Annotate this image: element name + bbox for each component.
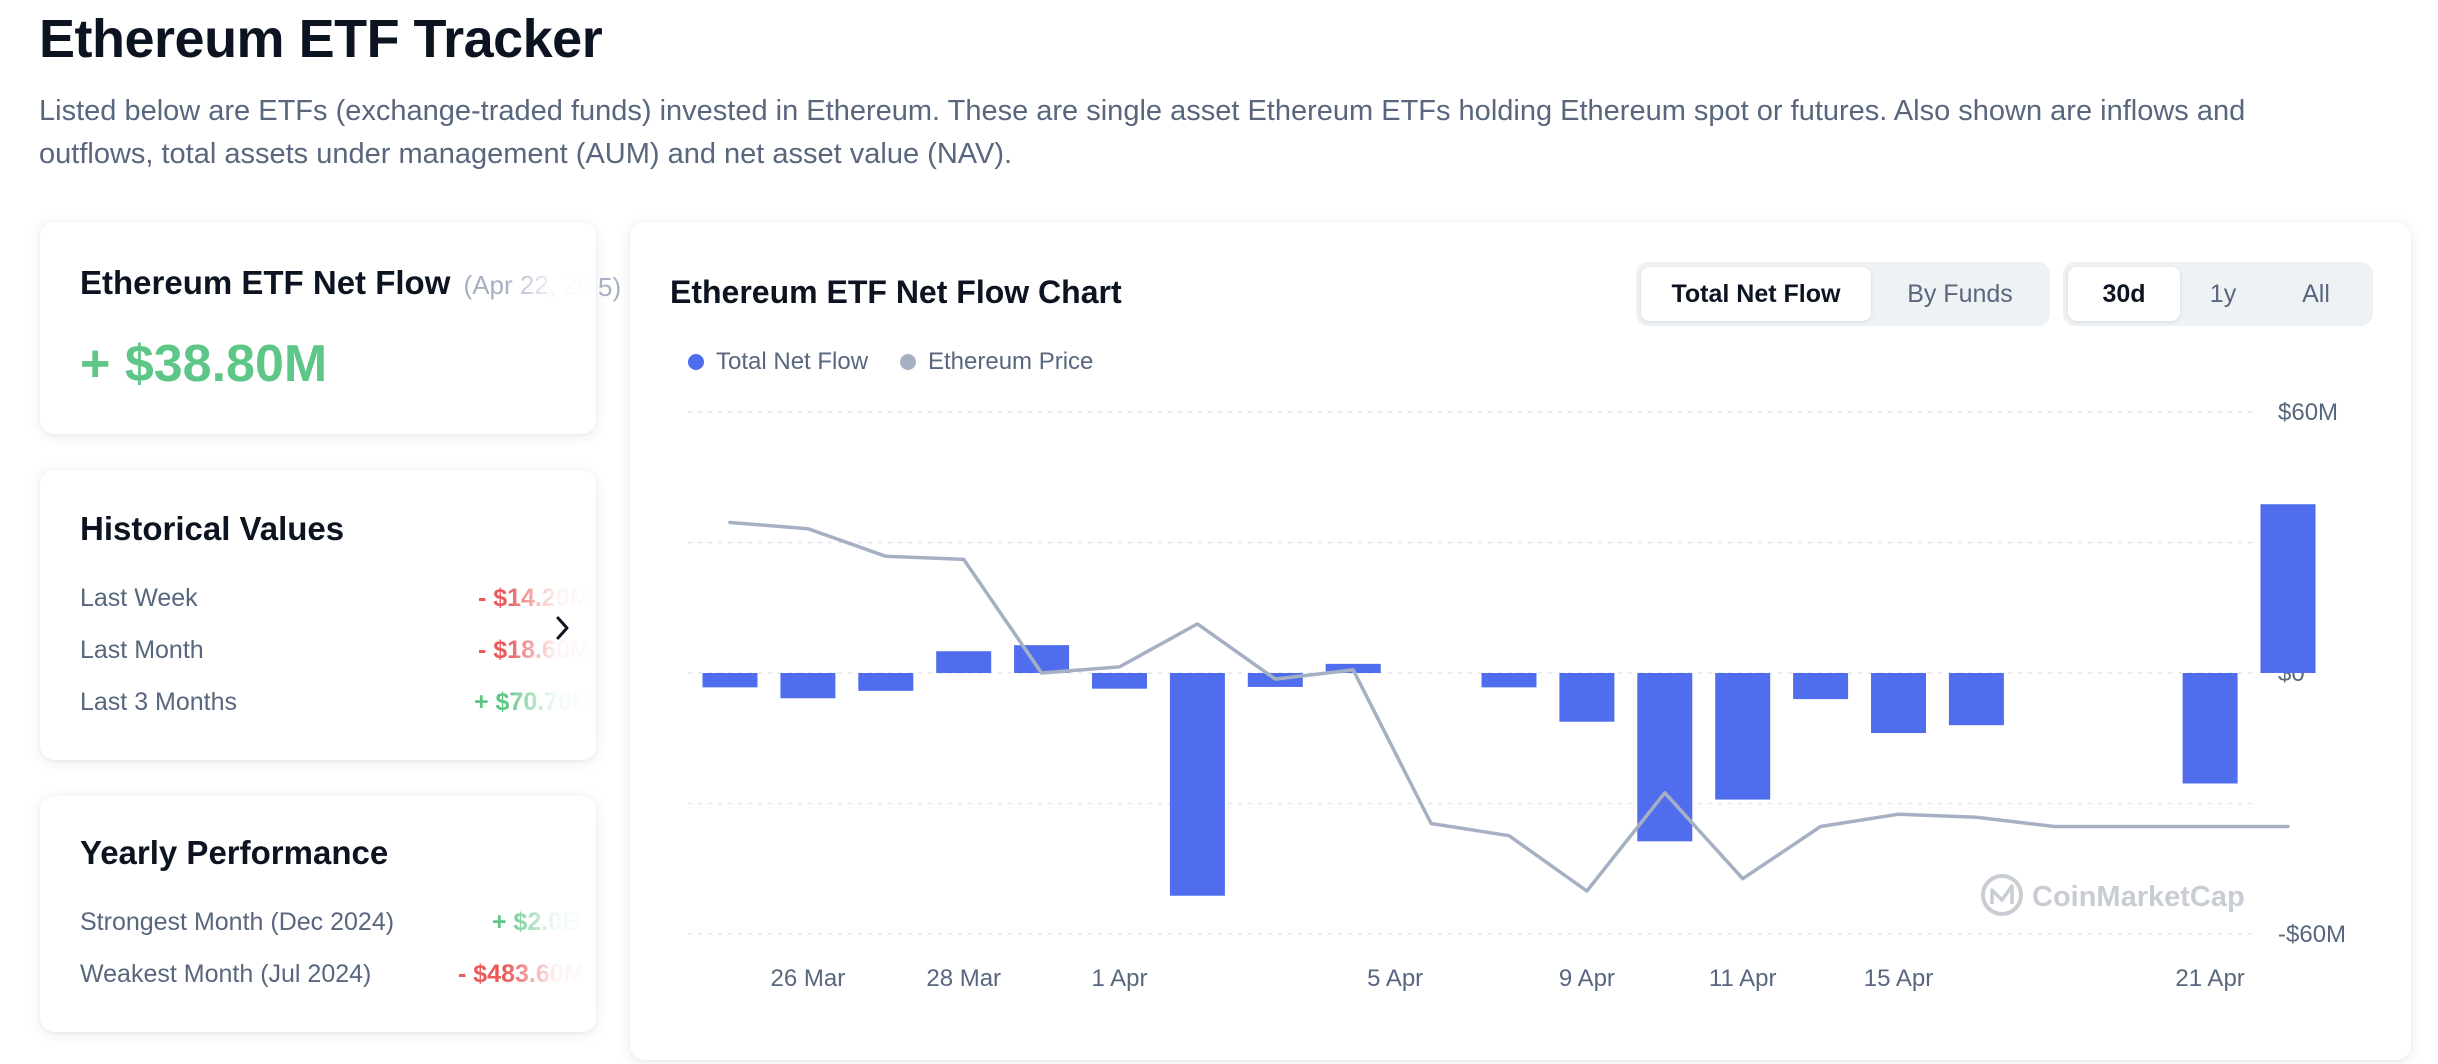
tab-range-30d[interactable]: 30d [2068, 267, 2180, 321]
flow-bar [1948, 673, 2004, 726]
yearly-row-value: + $2.0B [492, 908, 581, 936]
yearly-performance-card: Yearly Performance Strongest Month (Dec … [40, 796, 596, 1032]
flow-bar [1559, 673, 1615, 722]
historical-values-card: Historical Values Last Week - $14.20M La… [40, 470, 596, 760]
flow-bar [1092, 673, 1147, 689]
watermark-text: CoinMarketCap [2032, 881, 2245, 913]
x-tick-label: 9 Apr [1559, 965, 1615, 992]
legend-dot [900, 354, 916, 370]
flow-bar [1014, 645, 1070, 673]
y-tick-label: -$60M [2278, 921, 2346, 948]
yearly-row-period: (Jul 2024) [260, 960, 372, 988]
historical-row-label: Last 3 Months [80, 688, 238, 716]
page-title: Ethereum ETF Tracker [39, 9, 603, 69]
historical-row-label: Last Week [80, 584, 198, 612]
x-tick-label: 28 Mar [926, 965, 1001, 992]
next-card-peek-text: 5) [598, 272, 622, 302]
flow-bar [2182, 673, 2238, 784]
page-description: Listed below are ETFs (exchange-traded f… [39, 95, 2246, 170]
tab-by-funds[interactable]: By Funds [1907, 279, 2013, 308]
historical-row-value: - $14.20M [478, 584, 591, 612]
net-flow-date: (Apr 22, 2025) [463, 270, 596, 300]
coinmarketcap-logo-icon [1981, 874, 2023, 916]
flow-bar [858, 673, 914, 691]
x-tick-label: 15 Apr [1864, 965, 1933, 992]
x-tick-label: 21 Apr [2175, 965, 2244, 992]
legend-label: Total Net Flow [716, 348, 869, 375]
price-line [728, 520, 2290, 893]
range-toggle: 30d 1y All [2063, 262, 2373, 326]
net-flow-title-label: Ethereum ETF Net Flow [80, 264, 451, 301]
flow-bar [2260, 504, 2316, 673]
card-fade [506, 222, 596, 434]
flow-bar [1793, 673, 1849, 700]
tab-total-net-flow[interactable]: Total Net Flow [1641, 267, 1871, 321]
historical-row-value: + $70.70M [474, 688, 593, 716]
net-flow-title: Ethereum ETF Net Flow (Apr 22, 2025) [80, 264, 596, 302]
legend-dot [688, 354, 704, 370]
yearly-row-label: Weakest Month [80, 960, 254, 988]
legend-label: Ethereum Price [928, 348, 1094, 375]
chevron-right-icon[interactable] [553, 610, 575, 646]
x-tick-label: 1 Apr [1091, 965, 1147, 992]
historical-values-title: Historical Values [80, 510, 345, 547]
yearly-row-period: (Dec 2024) [270, 908, 395, 936]
y-tick-label: $60M [2278, 399, 2338, 426]
x-tick-label: 5 Apr [1367, 965, 1423, 992]
yearly-performance-title: Yearly Performance [80, 834, 389, 871]
net-flow-chart-card: Ethereum ETF Net Flow Chart Total Net Fl… [630, 222, 2411, 1060]
historical-row-last-month: Last Month - $18.60M [80, 636, 596, 676]
chart-title: Ethereum ETF Net Flow Chart [670, 274, 1122, 310]
tab-range-all[interactable]: All [2302, 279, 2330, 308]
yearly-row-strongest: Strongest Month (Dec 2024) + $2.0B [80, 908, 596, 948]
historical-row-label: Last Month [80, 636, 204, 664]
view-toggle: Total Net Flow By Funds [1636, 262, 2050, 326]
flow-bar [780, 673, 836, 699]
flow-bar [936, 651, 992, 673]
yearly-row-label: Strongest Month [80, 908, 264, 936]
yearly-row-value: - $483.60M [458, 960, 585, 988]
legend-item-ethereum-price[interactable]: Ethereum Price [900, 348, 1093, 376]
x-tick-label: 26 Mar [771, 965, 846, 992]
historical-row-last-week: Last Week - $14.20M [80, 584, 596, 624]
historical-row-last-3-months: Last 3 Months + $70.70M [80, 688, 596, 728]
x-tick-label: 11 Apr [1709, 965, 1777, 992]
yearly-row-weakest: Weakest Month (Jul 2024) - $483.60M [80, 960, 596, 1000]
flow-bar [1871, 673, 1926, 734]
flow-bar [1715, 673, 1771, 800]
legend-item-total-net-flow[interactable]: Total Net Flow [688, 348, 868, 376]
net-flow-card: Ethereum ETF Net Flow (Apr 22, 2025) + $… [40, 222, 596, 434]
flow-bar [702, 673, 758, 688]
flow-bar [1169, 673, 1225, 896]
flow-bar [1481, 673, 1537, 688]
net-flow-value: + $38.80M [80, 335, 328, 393]
tab-range-1y[interactable]: 1y [2209, 279, 2237, 308]
